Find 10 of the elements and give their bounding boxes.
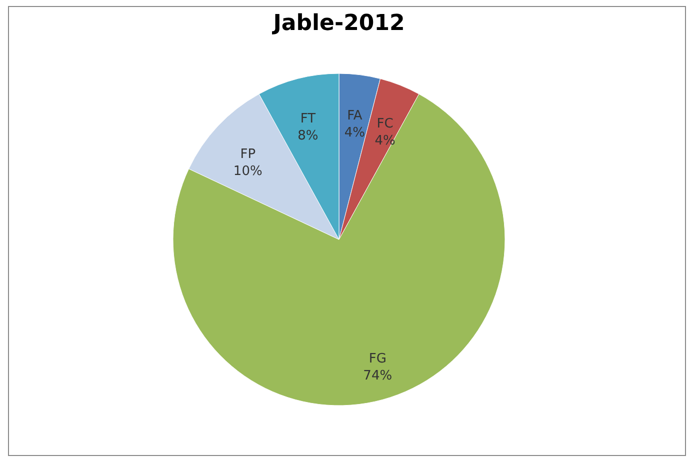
slice-label: FA [347,108,362,124]
data-label: 74% [363,368,392,384]
data-label: 8% [298,128,318,144]
data-label: 10% [233,164,262,179]
slice-label: FC [376,116,394,132]
slice-label: FG [368,351,386,366]
slice-label: FT [300,111,316,126]
chart-title: Jable-2012 [271,11,405,36]
data-label: 4% [344,125,365,140]
slice-label: FP [240,146,256,162]
